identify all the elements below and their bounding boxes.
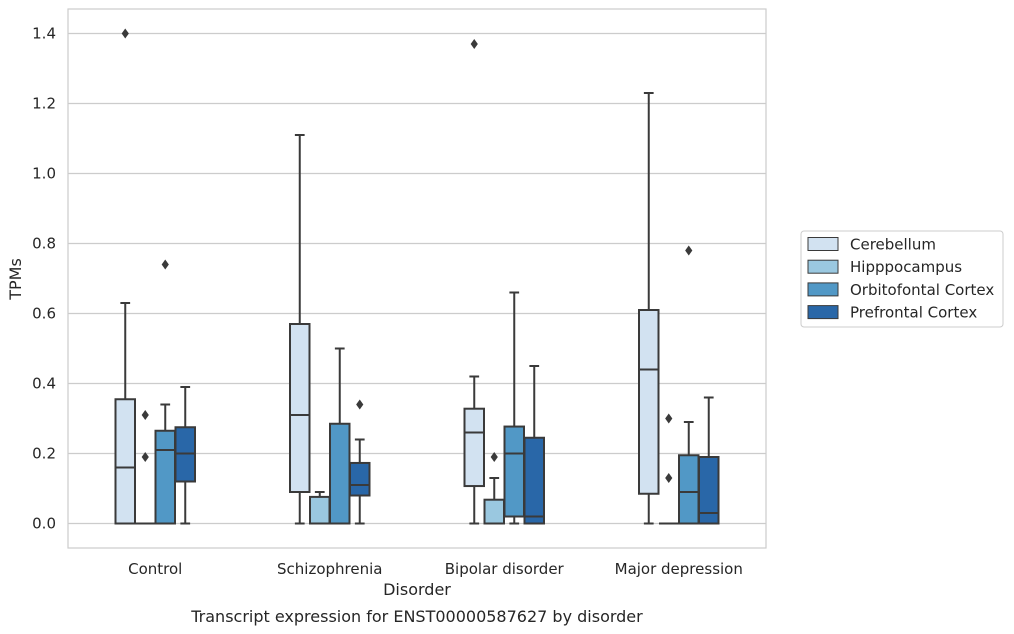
y-tick-label: 1.0 — [32, 165, 56, 183]
outlier-point — [356, 399, 364, 410]
legend-label: Hipppocampus — [850, 258, 962, 276]
box-iqr — [114, 398, 136, 525]
box-iqr — [329, 422, 351, 525]
x-tick-label: Control — [128, 560, 182, 578]
x-tick-label: Schizophrenia — [277, 560, 382, 578]
box-group — [154, 259, 176, 525]
outlier-point — [141, 452, 149, 462]
y-tick-label: 0.6 — [32, 305, 56, 323]
legend-swatch — [807, 237, 839, 251]
box-group — [483, 452, 505, 525]
box-group — [289, 134, 311, 525]
legend-label: Prefrontal Cortex — [850, 304, 977, 322]
outlier-point — [161, 259, 169, 270]
box-iqr — [349, 461, 371, 497]
outlier-point — [141, 410, 149, 420]
box-iqr — [698, 456, 720, 525]
chart-caption: Transcript expression for ENST0000058762… — [190, 607, 643, 626]
box-group — [329, 347, 351, 525]
x-tick-labels: Control Schizophrenia Bipolar disorder Majo… — [128, 560, 743, 578]
legend-swatch — [807, 282, 839, 297]
outlier-point — [470, 39, 478, 49]
legend-label: Cerebellum — [850, 236, 936, 254]
box-iqr — [503, 425, 525, 518]
box-group — [638, 92, 660, 525]
legend-frame — [800, 230, 1004, 328]
y-tick-label: 1.2 — [32, 95, 56, 113]
box-group — [503, 291, 525, 525]
y-tick-labels: 0.0 0.2 0.4 0.6 0.8 1.0 1.2 1.4 — [32, 25, 56, 533]
box-iqr — [154, 429, 176, 525]
legend-swatch — [807, 259, 839, 274]
box-iqr — [463, 407, 485, 488]
box-group — [698, 396, 720, 525]
outlier-point — [685, 245, 693, 256]
y-tick-label: 0.4 — [32, 375, 56, 393]
legend-label: Orbitofontal Cortex — [850, 281, 994, 299]
y-tick-label: 0.2 — [32, 445, 56, 463]
box-group — [309, 491, 331, 525]
y-axis-title: TPMs — [6, 258, 25, 301]
box-iqr — [523, 436, 545, 525]
x-tick-label: Bipolar disorder — [445, 560, 565, 578]
box-iqr — [483, 498, 505, 525]
box-group — [659, 413, 679, 525]
box-group — [114, 28, 136, 525]
box-group — [463, 39, 485, 525]
box-group — [135, 410, 155, 525]
box-iqr — [309, 495, 331, 525]
outlier-point — [121, 28, 129, 39]
x-axis-title: Disorder — [383, 580, 451, 599]
box-group — [174, 386, 196, 525]
box-group — [523, 365, 545, 525]
plot-frame — [67, 8, 767, 549]
y-tick-label: 0.8 — [32, 235, 56, 253]
legend-swatch — [807, 305, 839, 320]
box-iqr — [678, 454, 700, 525]
y-tick-label: 1.4 — [32, 25, 56, 43]
outlier-point — [665, 413, 673, 424]
box-group — [678, 245, 700, 525]
box-group — [349, 399, 371, 525]
box-iqr — [638, 309, 660, 495]
outlier-point — [665, 473, 673, 483]
legend: Cerebellum Hipppocampus Orbitofontal Corte… — [800, 230, 1004, 328]
box-iqr — [289, 323, 311, 493]
box-marks — [114, 28, 720, 525]
y-tick-label: 0.0 — [32, 515, 56, 533]
outlier-point — [490, 452, 498, 462]
x-tick-label: Major depression — [615, 560, 743, 578]
